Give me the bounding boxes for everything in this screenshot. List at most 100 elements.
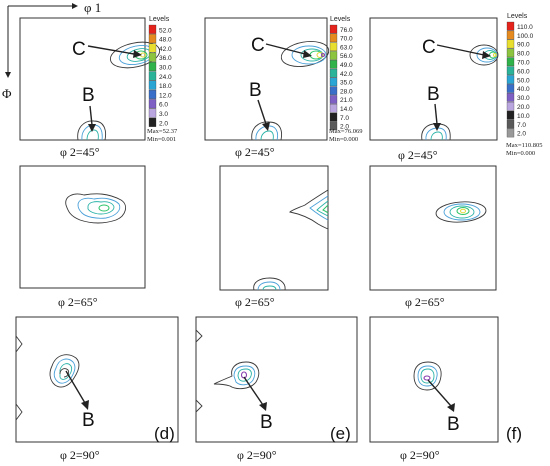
legend-level-label: 80.0 [517, 51, 530, 58]
legend-swatch [329, 95, 338, 104]
legend-title: Levels [149, 16, 170, 23]
legend-swatch [148, 71, 157, 81]
caption-f: φ 2=90° [400, 448, 440, 462]
legend-level-label: 36.0 [159, 55, 172, 62]
legend-swatch [506, 30, 515, 40]
legend-level-label: 6.0 [159, 102, 168, 109]
legend-level-label: 70.0 [340, 36, 353, 43]
legend-swatch [329, 77, 338, 87]
legend-level-label: 52.0 [159, 27, 172, 34]
caption-2a: φ 2=65° [58, 295, 98, 309]
legend-swatch [148, 24, 157, 34]
odf-panel-2b: φ 2=65° [219, 165, 329, 309]
legend-title: Levels [330, 16, 351, 23]
legend-c: Levels 110.0 100.0 90.0 80.0 70.060.0 50.0 40.… [506, 13, 542, 157]
legend-swatch [506, 75, 515, 84]
marker-B: B [427, 84, 440, 105]
panel-tag-d: (d) [154, 424, 175, 443]
legend-level-label: 18.0 [159, 83, 172, 90]
legend-b: Levels 76.0 70.063.0 56.0 49.0 42.0 35.028.0 2… [329, 16, 362, 143]
legend-swatch [329, 33, 338, 43]
odf-panel-b: Levels 76.0 70.063.0 56.0 49.0 42.0 35.028.0 2… [204, 16, 362, 159]
legend-level-label: 50.0 [517, 77, 530, 84]
legend-swatch [506, 39, 515, 49]
contour-B-d [49, 354, 80, 388]
legend-level-label: 12.0 [159, 92, 172, 99]
caption-c: φ 2=45° [398, 148, 438, 162]
legend-min: Min=0.000 [329, 136, 358, 143]
marker-C: C [422, 37, 436, 58]
legend-level-label: 2.0 [159, 120, 168, 127]
legend-swatch [506, 119, 515, 129]
legend-level-label: 42.0 [340, 71, 353, 78]
caption-b: φ 2=45° [235, 145, 275, 159]
legend-swatch [329, 42, 338, 51]
legend-level-label: 7.0 [340, 115, 349, 122]
marker-B: B [82, 410, 95, 431]
marker-B: B [447, 414, 460, 435]
legend-level-label: 3.0 [159, 111, 168, 118]
odf-panel-f: B (f) φ 2=90° [369, 316, 522, 462]
legend-level-label: 30.0 [159, 65, 172, 72]
contour-2c [435, 201, 487, 223]
legend-a: Levels 52.0 48.0 42.0 36.0 30.0 24.0 18.0 12.0 6… [147, 16, 178, 143]
legend-swatch [148, 117, 157, 127]
contour-C-c [469, 44, 499, 66]
caption-2c: φ 2=65° [405, 295, 445, 309]
legend-swatch [506, 84, 515, 93]
panel-tag-f: (f) [506, 424, 522, 443]
legend-level-label: 14.0 [340, 106, 353, 113]
legend-level-label: 30.0 [517, 95, 530, 102]
legend-swatch [148, 99, 157, 109]
legend-level-label: 76.0 [340, 27, 353, 34]
legend-level-label: 42.0 [159, 46, 172, 53]
legend-swatch [148, 43, 157, 53]
odf-panel-2a: φ 2=65° [19, 165, 146, 309]
legend-swatch [329, 86, 338, 95]
legend-min: Min=0.001 [147, 136, 176, 143]
contour-B-f [413, 361, 442, 391]
odf-panel-e: B (e) φ 2=90° [195, 316, 358, 462]
legend-level-label: 40.0 [517, 86, 530, 93]
phi1-axis-label: φ 1 [84, 0, 101, 15]
legend-swatch [148, 80, 157, 90]
legend-swatch [329, 112, 338, 122]
legend-level-label: 2.0 [517, 131, 526, 138]
legend-swatch [329, 24, 338, 34]
marker-B: B [260, 412, 273, 433]
legend-level-label: 49.0 [340, 62, 353, 69]
legend-level-label: 21.0 [340, 97, 353, 104]
Phi-axis-label: Φ [2, 86, 12, 101]
legend-swatch [148, 52, 157, 62]
marker-B: B [82, 85, 95, 106]
legend-swatch [506, 93, 515, 102]
legend-level-label: 56.0 [340, 53, 353, 60]
legend-swatch [148, 62, 157, 72]
legend-max: Max=110.805 [506, 142, 542, 149]
marker-C: C [72, 39, 86, 60]
legend-level-label: 20.0 [517, 104, 530, 111]
legend-swatch [506, 110, 515, 120]
legend-swatch [506, 128, 515, 138]
contour-2a [65, 193, 127, 224]
contour-B-e [213, 361, 260, 390]
legend-swatch [329, 68, 338, 78]
legend-swatch [329, 60, 338, 69]
legend-swatch [506, 48, 515, 58]
odf-panel-a: Levels 52.0 48.0 42.0 36.0 30.0 24.0 18.0 12.0 6… [19, 16, 178, 159]
legend-swatch [329, 51, 338, 60]
legend-swatch [506, 21, 515, 31]
legend-level-label: 110.0 [517, 24, 533, 31]
legend-swatch [148, 108, 157, 118]
legend-title: Levels [507, 13, 528, 20]
legend-swatch [506, 101, 515, 111]
legend-min: Min=0.000 [506, 150, 535, 157]
legend-level-label: 2.0 [340, 124, 349, 131]
legend-level-label: 48.0 [159, 37, 172, 44]
panel-tag-e: (e) [330, 424, 351, 443]
marker-B: B [249, 80, 262, 101]
legend-level-label: 60.0 [517, 68, 530, 75]
odf-panel-2c: φ 2=65° [369, 165, 497, 309]
legend-level-label: 70.0 [517, 60, 530, 67]
legend-swatch [329, 104, 338, 113]
